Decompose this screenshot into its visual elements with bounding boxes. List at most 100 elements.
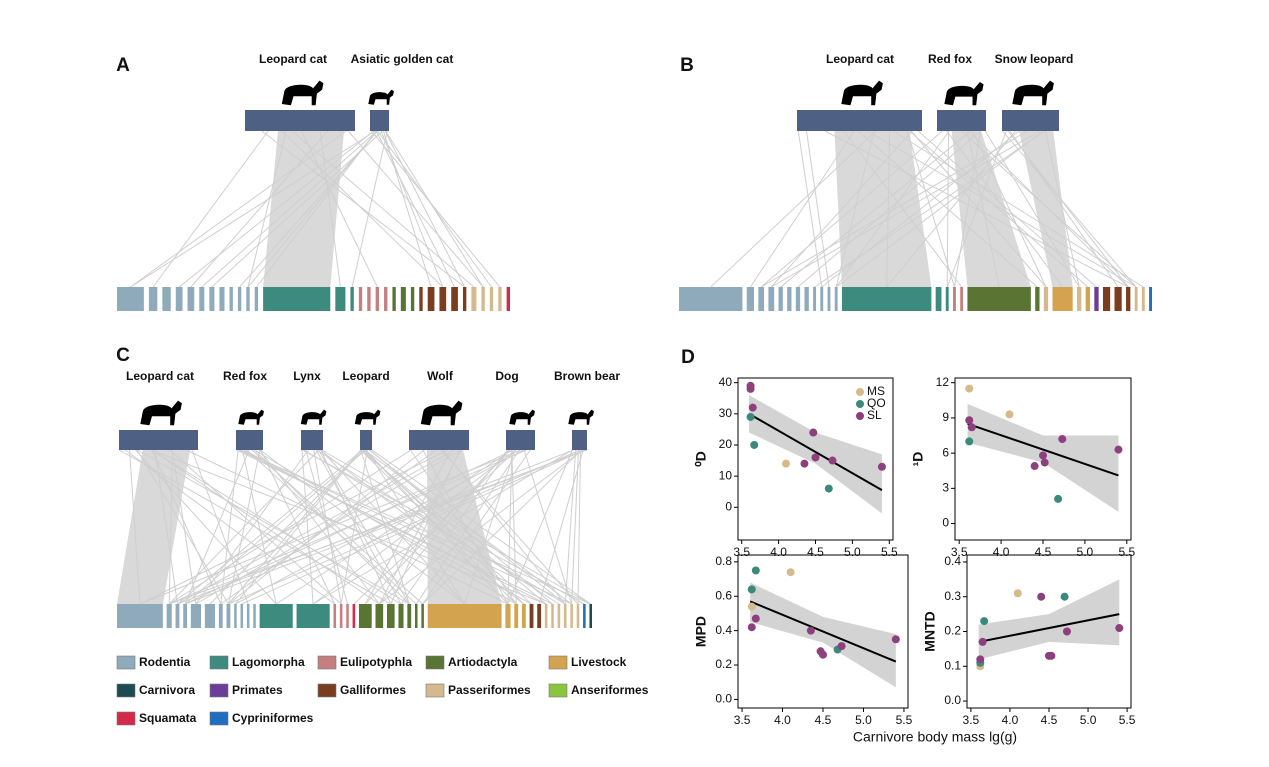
y-tick-label: 0.0 bbox=[715, 692, 732, 706]
prey-node bbox=[1102, 287, 1111, 311]
link bbox=[523, 449, 573, 605]
y-tick-label: 0.4 bbox=[715, 623, 732, 637]
prey-node bbox=[199, 287, 205, 311]
prey-node bbox=[1043, 287, 1049, 311]
confidence-band bbox=[750, 582, 896, 688]
y-tick-label: 0.8 bbox=[715, 554, 732, 568]
point bbox=[747, 623, 756, 632]
prey-node bbox=[367, 287, 371, 311]
link bbox=[317, 449, 410, 605]
prey-node bbox=[952, 287, 956, 311]
prey-node bbox=[421, 604, 424, 628]
link bbox=[168, 449, 320, 605]
silhouette bbox=[841, 80, 883, 106]
predator-node bbox=[1002, 110, 1059, 131]
prey-node bbox=[166, 604, 172, 628]
link bbox=[577, 449, 582, 605]
point bbox=[1114, 445, 1123, 454]
prey-node bbox=[451, 287, 458, 311]
trend-line bbox=[748, 412, 883, 492]
link bbox=[966, 130, 1000, 288]
prey-node bbox=[240, 604, 244, 628]
link bbox=[390, 449, 461, 605]
point bbox=[800, 459, 809, 468]
link bbox=[378, 449, 462, 605]
predator-name: Wolf bbox=[427, 369, 454, 383]
link bbox=[177, 449, 455, 605]
link bbox=[371, 130, 501, 288]
link bbox=[961, 130, 1137, 288]
point bbox=[786, 568, 795, 577]
prey-node bbox=[439, 287, 447, 311]
prey-node bbox=[183, 604, 188, 628]
link bbox=[312, 449, 516, 605]
point bbox=[1062, 627, 1071, 636]
predator-node bbox=[370, 110, 389, 131]
legend-label: Squamata bbox=[139, 711, 197, 725]
predator-name: Lynx bbox=[293, 369, 321, 383]
silhouette bbox=[568, 409, 594, 425]
prey-node bbox=[358, 287, 363, 311]
link bbox=[178, 130, 374, 288]
scatter-chart: 3.5 4.0 4.5 5.0 5.5 0.0 0.2 0.4 0.6 0.8 MPD bbox=[693, 554, 913, 727]
point bbox=[1060, 592, 1069, 601]
main-link bbox=[834, 131, 932, 287]
point bbox=[819, 650, 827, 659]
y-tick-label: 0.1 bbox=[944, 658, 961, 672]
legend-label: MS bbox=[867, 384, 885, 398]
point bbox=[746, 384, 755, 393]
link bbox=[177, 449, 363, 605]
y-tick-label: 0.3 bbox=[944, 589, 961, 603]
prey-node bbox=[259, 604, 293, 628]
prey-node bbox=[1035, 287, 1040, 311]
link bbox=[835, 130, 875, 288]
x-tick-label: 5.0 bbox=[1080, 713, 1097, 727]
prey-node bbox=[229, 287, 233, 311]
link bbox=[400, 449, 510, 605]
link bbox=[362, 449, 532, 605]
x-tick-label: 3.5 bbox=[734, 713, 751, 727]
legend-swatch bbox=[317, 655, 337, 670]
point bbox=[781, 459, 790, 468]
point bbox=[1013, 589, 1022, 598]
link bbox=[220, 449, 437, 605]
predator-name: Asiatic golden cat bbox=[351, 52, 454, 66]
link bbox=[353, 449, 517, 605]
prey-node bbox=[498, 287, 502, 311]
panel-label: C bbox=[116, 345, 130, 366]
link bbox=[953, 130, 981, 288]
link bbox=[806, 130, 830, 288]
link bbox=[184, 449, 250, 605]
prey-node bbox=[1134, 287, 1138, 311]
link bbox=[312, 449, 573, 605]
link bbox=[168, 449, 173, 605]
prey-node bbox=[505, 604, 511, 628]
prey-node bbox=[234, 604, 237, 628]
predator-name: Leopard cat bbox=[259, 52, 327, 66]
x-tick-label: 4.5 bbox=[1035, 545, 1052, 559]
prey-node bbox=[521, 604, 526, 628]
silhouette bbox=[944, 81, 984, 106]
point bbox=[1054, 494, 1063, 503]
y-tick-label: 0.4 bbox=[944, 554, 961, 568]
prey-node bbox=[427, 604, 502, 628]
link bbox=[380, 130, 444, 288]
legend-swatch bbox=[425, 655, 445, 670]
link bbox=[771, 130, 1041, 288]
prey-node bbox=[841, 287, 932, 311]
prey-node bbox=[117, 604, 163, 628]
point bbox=[1037, 592, 1046, 601]
silhouette bbox=[300, 409, 327, 425]
legend-swatch bbox=[548, 655, 568, 670]
x-tick-label: 5.0 bbox=[844, 545, 861, 559]
link bbox=[906, 130, 955, 288]
link bbox=[946, 130, 950, 288]
prey-node bbox=[352, 604, 356, 628]
link bbox=[315, 449, 402, 605]
prey-node bbox=[253, 604, 256, 628]
link bbox=[507, 449, 573, 605]
y-tick-label: 12 bbox=[936, 375, 950, 389]
x-tick-label: 3.5 bbox=[951, 545, 968, 559]
link bbox=[780, 130, 972, 288]
link bbox=[168, 449, 412, 605]
